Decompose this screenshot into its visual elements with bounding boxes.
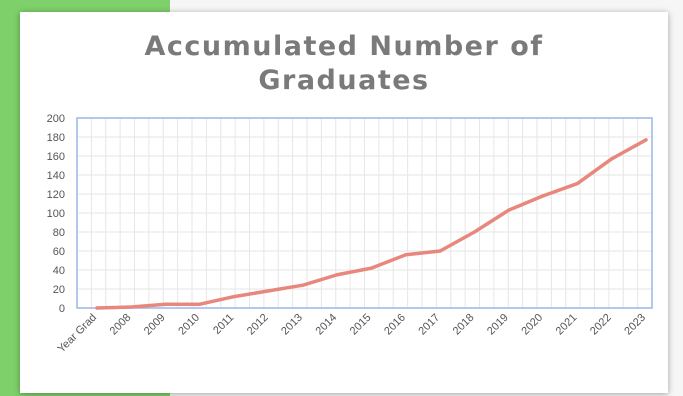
y-tick-label: 120: [47, 189, 65, 201]
data-point: [576, 182, 579, 185]
y-tick-label: 0: [59, 303, 65, 315]
data-point: [301, 284, 304, 287]
data-point: [130, 305, 133, 308]
x-tick-label: 2009: [142, 312, 168, 338]
x-tick-label: 2008: [108, 312, 134, 338]
data-point: [267, 289, 270, 292]
y-tick-label: 40: [53, 265, 65, 277]
x-tick-label: 2012: [245, 312, 271, 338]
x-tick-label: 2013: [279, 312, 305, 338]
data-point: [610, 157, 613, 160]
y-tick-label: 100: [47, 208, 65, 220]
data-point: [198, 303, 201, 306]
x-tick-label: 2014: [314, 312, 340, 338]
x-tick-label: 2019: [485, 312, 511, 338]
x-tick-label: 2011: [211, 312, 236, 337]
x-tick-label: Year Grad: [55, 312, 99, 356]
x-tick-label: 2010: [176, 312, 202, 338]
y-tick-label: 160: [47, 151, 65, 163]
data-point: [95, 306, 98, 309]
x-tick-label: 2021: [554, 312, 580, 338]
data-point: [473, 230, 476, 233]
y-tick-label: 140: [47, 170, 65, 182]
y-tick-label: 180: [47, 132, 65, 144]
line-chart: 0 20 40 60 80 100 120 140 160 180 200 Year Grad 2008…: [20, 12, 668, 393]
y-tick-label: 80: [53, 227, 65, 239]
data-point: [404, 253, 407, 256]
x-tick-label: 2016: [382, 312, 408, 338]
x-tick-label: 2023: [622, 312, 648, 338]
x-tick-label: 2015: [348, 312, 374, 338]
data-point: [507, 209, 510, 212]
y-tick-label: 20: [53, 284, 65, 296]
data-point: [370, 267, 373, 270]
y-tick-label: 60: [53, 246, 65, 258]
data-point: [644, 138, 647, 141]
chart-card: Accumulated Number of Graduates 0 20 40 60 8…: [20, 12, 668, 393]
series-line: [97, 140, 646, 308]
data-point: [336, 273, 339, 276]
x-tick-label: 2022: [588, 312, 614, 338]
y-tick-label: 200: [47, 113, 65, 125]
data-point: [439, 249, 442, 252]
x-tick-label: 2017: [416, 312, 442, 338]
x-tick-label: 2020: [519, 312, 545, 338]
data-point: [233, 295, 236, 298]
x-tick-label: 2018: [451, 312, 477, 338]
data-point: [541, 194, 544, 197]
data-point: [164, 303, 167, 306]
